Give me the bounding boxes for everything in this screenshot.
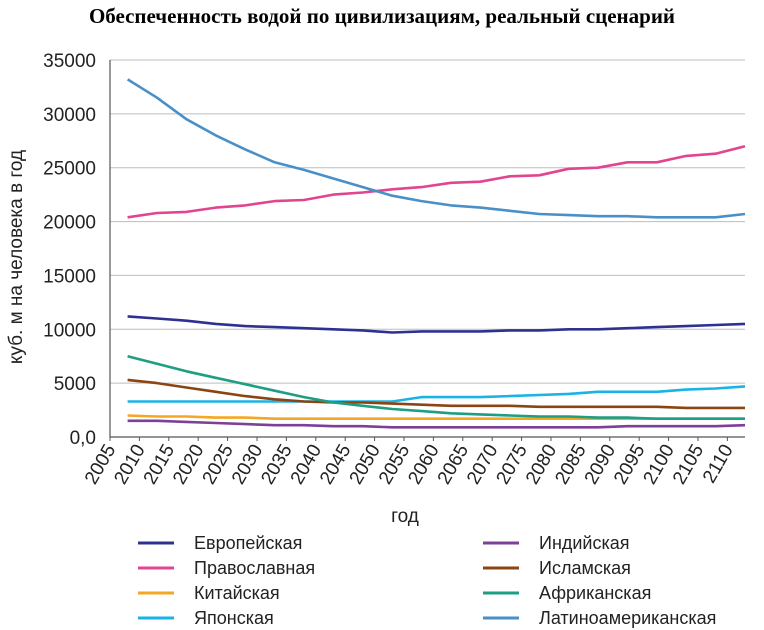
series-line bbox=[127, 315, 746, 334]
y-tick-label: 20000 bbox=[43, 213, 96, 234]
grid-lines bbox=[110, 59, 745, 384]
series-line bbox=[127, 144, 746, 219]
x-tick-label: 2110 bbox=[699, 441, 738, 487]
legend-entry: Индийская bbox=[539, 533, 630, 553]
x-tick-labels: 2005201020152020202520302035204020452050… bbox=[81, 441, 738, 488]
y-tick-label: 15000 bbox=[43, 266, 96, 287]
chart-title: Обеспеченность водой по цивилизациям, ре… bbox=[88, 4, 676, 28]
axes bbox=[109, 60, 745, 441]
y-tick-labels: 0,0 5000 10000 15000 20000 25000 30000 35000 bbox=[43, 51, 96, 449]
legend-entry: Европейская bbox=[194, 533, 302, 553]
series-lines bbox=[126, 78, 746, 429]
y-tick-label: 10000 bbox=[43, 320, 96, 341]
legend-entry: Африканская bbox=[539, 583, 651, 603]
legend-entry: Латиноамериканская bbox=[539, 608, 716, 628]
y-tick-label: 0,0 bbox=[70, 428, 96, 449]
y-axis-label: куб. м на человека в год bbox=[6, 150, 27, 364]
series-line bbox=[127, 354, 745, 421]
x-axis-label: год bbox=[391, 506, 419, 527]
legend-entry: Китайская bbox=[194, 583, 280, 603]
y-tick-label: 30000 bbox=[43, 105, 96, 126]
series-line bbox=[127, 385, 746, 403]
x-tick-label: 2105 bbox=[669, 441, 708, 488]
legend-entry: Исламская bbox=[539, 558, 631, 578]
legend-entry: Православная bbox=[194, 558, 315, 578]
legend-entry: Японская bbox=[194, 608, 274, 628]
series-line bbox=[127, 419, 746, 429]
y-tick-label: 35000 bbox=[43, 51, 96, 72]
y-tick-label: 25000 bbox=[43, 159, 96, 180]
series-line bbox=[127, 378, 745, 410]
series-line bbox=[126, 78, 746, 219]
y-tick-label: 5000 bbox=[54, 374, 96, 395]
legend: Европейская Православная Китайская Японская… bbox=[138, 533, 716, 628]
